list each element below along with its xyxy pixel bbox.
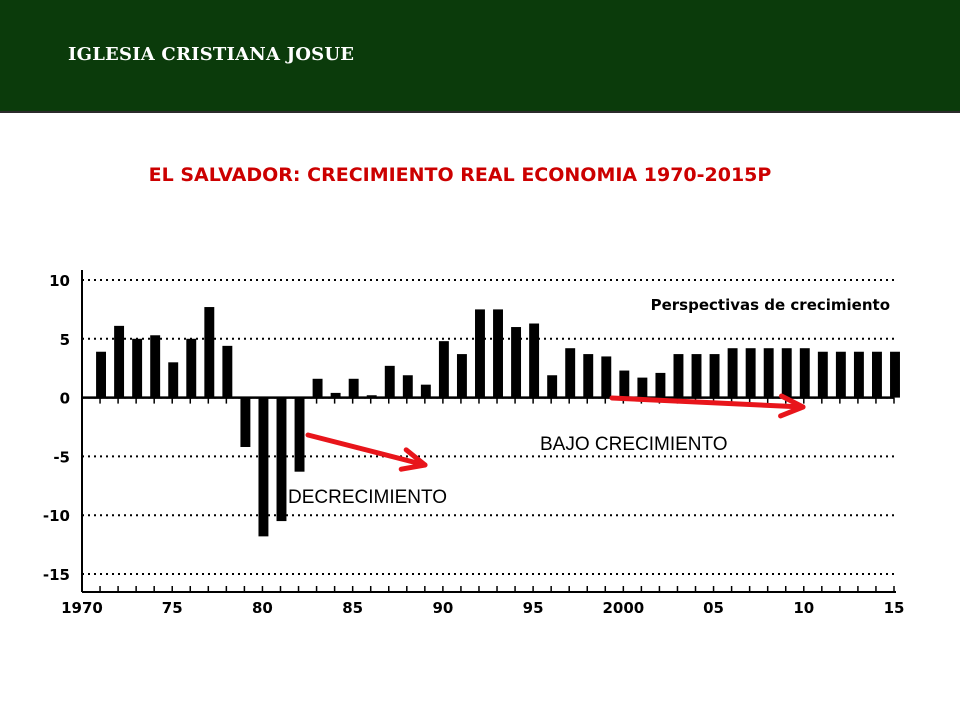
bar-1982: [294, 397, 305, 472]
bar-1999: [601, 356, 612, 398]
x-tick-label: 90: [432, 599, 453, 617]
bar-1984: [330, 392, 341, 398]
bar-1976: [186, 338, 197, 398]
bar-2008: [763, 348, 774, 398]
y-tick-label: -5: [53, 448, 70, 466]
bar-2009: [781, 348, 792, 398]
bar-1975: [168, 362, 179, 398]
bar-1971: [96, 351, 107, 398]
x-tick-label: 85: [342, 599, 363, 617]
annotation-decrecimiento: DECRECIMIENTO: [288, 487, 448, 508]
bar-1981: [276, 397, 287, 522]
bar-1987: [384, 365, 395, 398]
bar-1990: [438, 341, 449, 398]
arrow-shaft: [609, 395, 806, 410]
y-tick-label: -15: [43, 566, 70, 584]
bar-2015: [890, 351, 900, 398]
bar-1991: [456, 354, 467, 398]
bar-1972: [114, 325, 125, 398]
x-tick-label: 75: [162, 599, 183, 617]
bar-1998: [583, 354, 594, 398]
x-tick-label: 05: [703, 599, 724, 617]
perspectivas-label: Perspectivas de crecimiento: [651, 296, 890, 314]
x-tick-label: 10: [793, 599, 814, 617]
bar-1977: [204, 307, 215, 398]
arrow-layer: [305, 393, 806, 472]
arrow-head: [778, 393, 806, 419]
arrow-bajo-crecimiento: [609, 393, 806, 419]
arrow-decrecimiento: [305, 432, 428, 472]
bar-layer: [96, 307, 900, 537]
bar-1997: [565, 348, 576, 398]
bar-2002: [655, 372, 666, 398]
bar-1994: [511, 327, 522, 398]
x-tick-label: 15: [884, 599, 905, 617]
bar-1993: [493, 309, 503, 398]
chart-title: EL SALVADOR: CRECIMIENTO REAL ECONOMIA 1…: [148, 164, 772, 186]
bar-2003: [673, 354, 684, 398]
x-tick-label: 2000: [602, 599, 644, 617]
header-bar: IGLESIA CRISTIANA JOSUE: [0, 0, 960, 113]
bar-1980: [258, 397, 269, 537]
bar-2010: [799, 348, 810, 398]
header-title: IGLESIA CRISTIANA JOSUE: [68, 44, 355, 65]
bar-1988: [402, 375, 413, 398]
bar-2013: [853, 351, 864, 398]
bar-2012: [835, 351, 846, 398]
bar-1973: [132, 338, 143, 398]
bar-2000: [619, 370, 630, 398]
x-tick-label: 1970: [61, 599, 103, 617]
bar-1989: [420, 384, 431, 398]
x-tick-label: 80: [252, 599, 273, 617]
bar-2005: [709, 354, 720, 398]
bar-1974: [150, 335, 161, 398]
bar-1978: [222, 345, 233, 398]
bar-2004: [691, 354, 702, 398]
bar-1983: [312, 378, 323, 398]
y-tick-label: 0: [60, 390, 70, 408]
bar-1985: [348, 378, 359, 398]
arrow-shaft: [305, 432, 428, 468]
x-tick-label: 95: [523, 599, 544, 617]
bar-1979: [240, 397, 251, 447]
y-tick-label: 10: [49, 272, 70, 290]
arrow-head: [398, 447, 428, 472]
y-tick-label: -10: [43, 507, 70, 525]
bar-2006: [727, 348, 738, 398]
bar-2007: [745, 348, 756, 398]
label-layer: 10 5 0 -5 -10 -15 1970 75 80 85 90 95 2000 05 10 15 Pers…: [43, 272, 905, 617]
y-tick-label: 5: [60, 331, 70, 349]
bar-1995: [529, 323, 540, 398]
annotation-bajo-crecimiento: BAJO CRECIMIENTO: [540, 434, 728, 455]
bar-1992: [475, 309, 485, 398]
axis-layer: [81, 270, 896, 593]
bar-2011: [817, 351, 828, 398]
bar-2014: [871, 351, 882, 398]
bar-1986: [366, 395, 377, 398]
bar-1996: [547, 375, 558, 398]
bar-2001: [637, 377, 648, 398]
grid-layer: [82, 279, 894, 575]
